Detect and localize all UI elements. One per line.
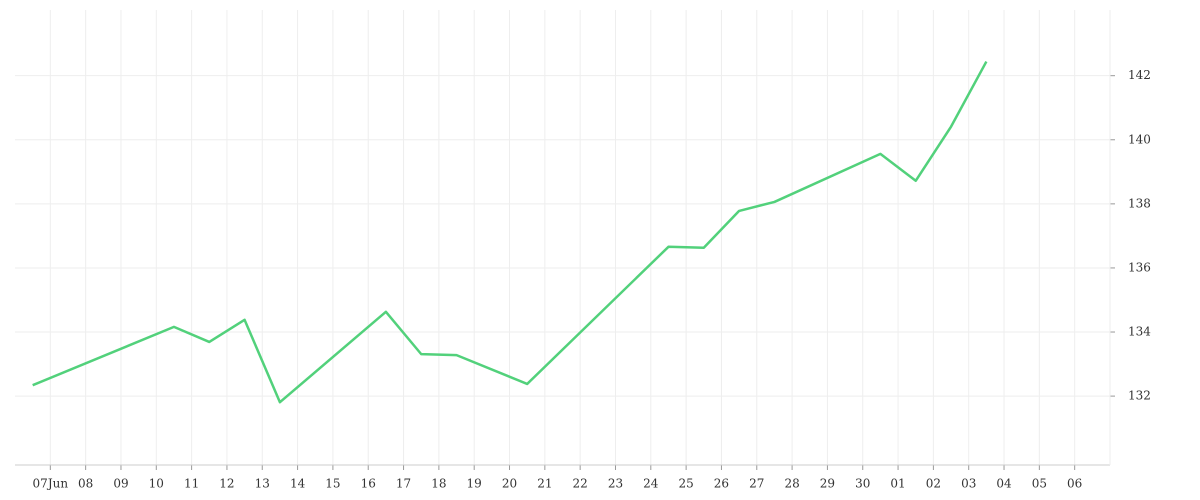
x-tick-label: 14	[290, 477, 306, 491]
x-tick-label: 11	[184, 477, 199, 491]
x-tick-label: 25	[678, 477, 693, 491]
y-tick-label: 132	[1128, 389, 1151, 403]
x-tick-label: 02	[926, 477, 941, 491]
x-tick-label: 19	[467, 477, 482, 491]
x-tick-label: 22	[573, 477, 588, 491]
y-tick-label: 138	[1128, 196, 1151, 210]
x-tick-label: 24	[643, 477, 659, 491]
x-tick-label: 10	[149, 477, 164, 491]
y-tick-label: 134	[1128, 325, 1151, 339]
x-tick-label: 20	[502, 477, 517, 491]
x-tick-label: 18	[431, 477, 446, 491]
x-tick-label: 09	[113, 477, 128, 491]
y-tick-label: 136	[1128, 260, 1151, 274]
price-line	[32, 60, 988, 404]
x-tick-label: 30	[855, 477, 870, 491]
y-tick-label: 140	[1128, 132, 1151, 146]
x-tick-label: 13	[255, 477, 270, 491]
x-tick-label: 08	[78, 477, 93, 491]
x-tick-label: 06	[1067, 477, 1082, 491]
x-tick-label: 16	[361, 477, 376, 491]
x-tick-label: 28	[784, 477, 799, 491]
x-tick-label: 07Jun	[33, 477, 69, 491]
x-tick-label: 05	[1032, 477, 1047, 491]
x-tick-label: 27	[749, 477, 764, 491]
x-tick-label: 29	[820, 477, 835, 491]
y-tick-label: 142	[1128, 68, 1151, 82]
x-tick-label: 15	[325, 477, 340, 491]
x-tick-label: 21	[537, 477, 552, 491]
x-tick-label: 17	[396, 477, 411, 491]
x-tick-label: 23	[608, 477, 623, 491]
x-tick-label: 12	[219, 477, 234, 491]
x-tick-label: 26	[714, 477, 729, 491]
x-tick-label: 03	[961, 477, 976, 491]
x-tick-label: 04	[996, 477, 1012, 491]
x-tick-label: 01	[890, 477, 905, 491]
